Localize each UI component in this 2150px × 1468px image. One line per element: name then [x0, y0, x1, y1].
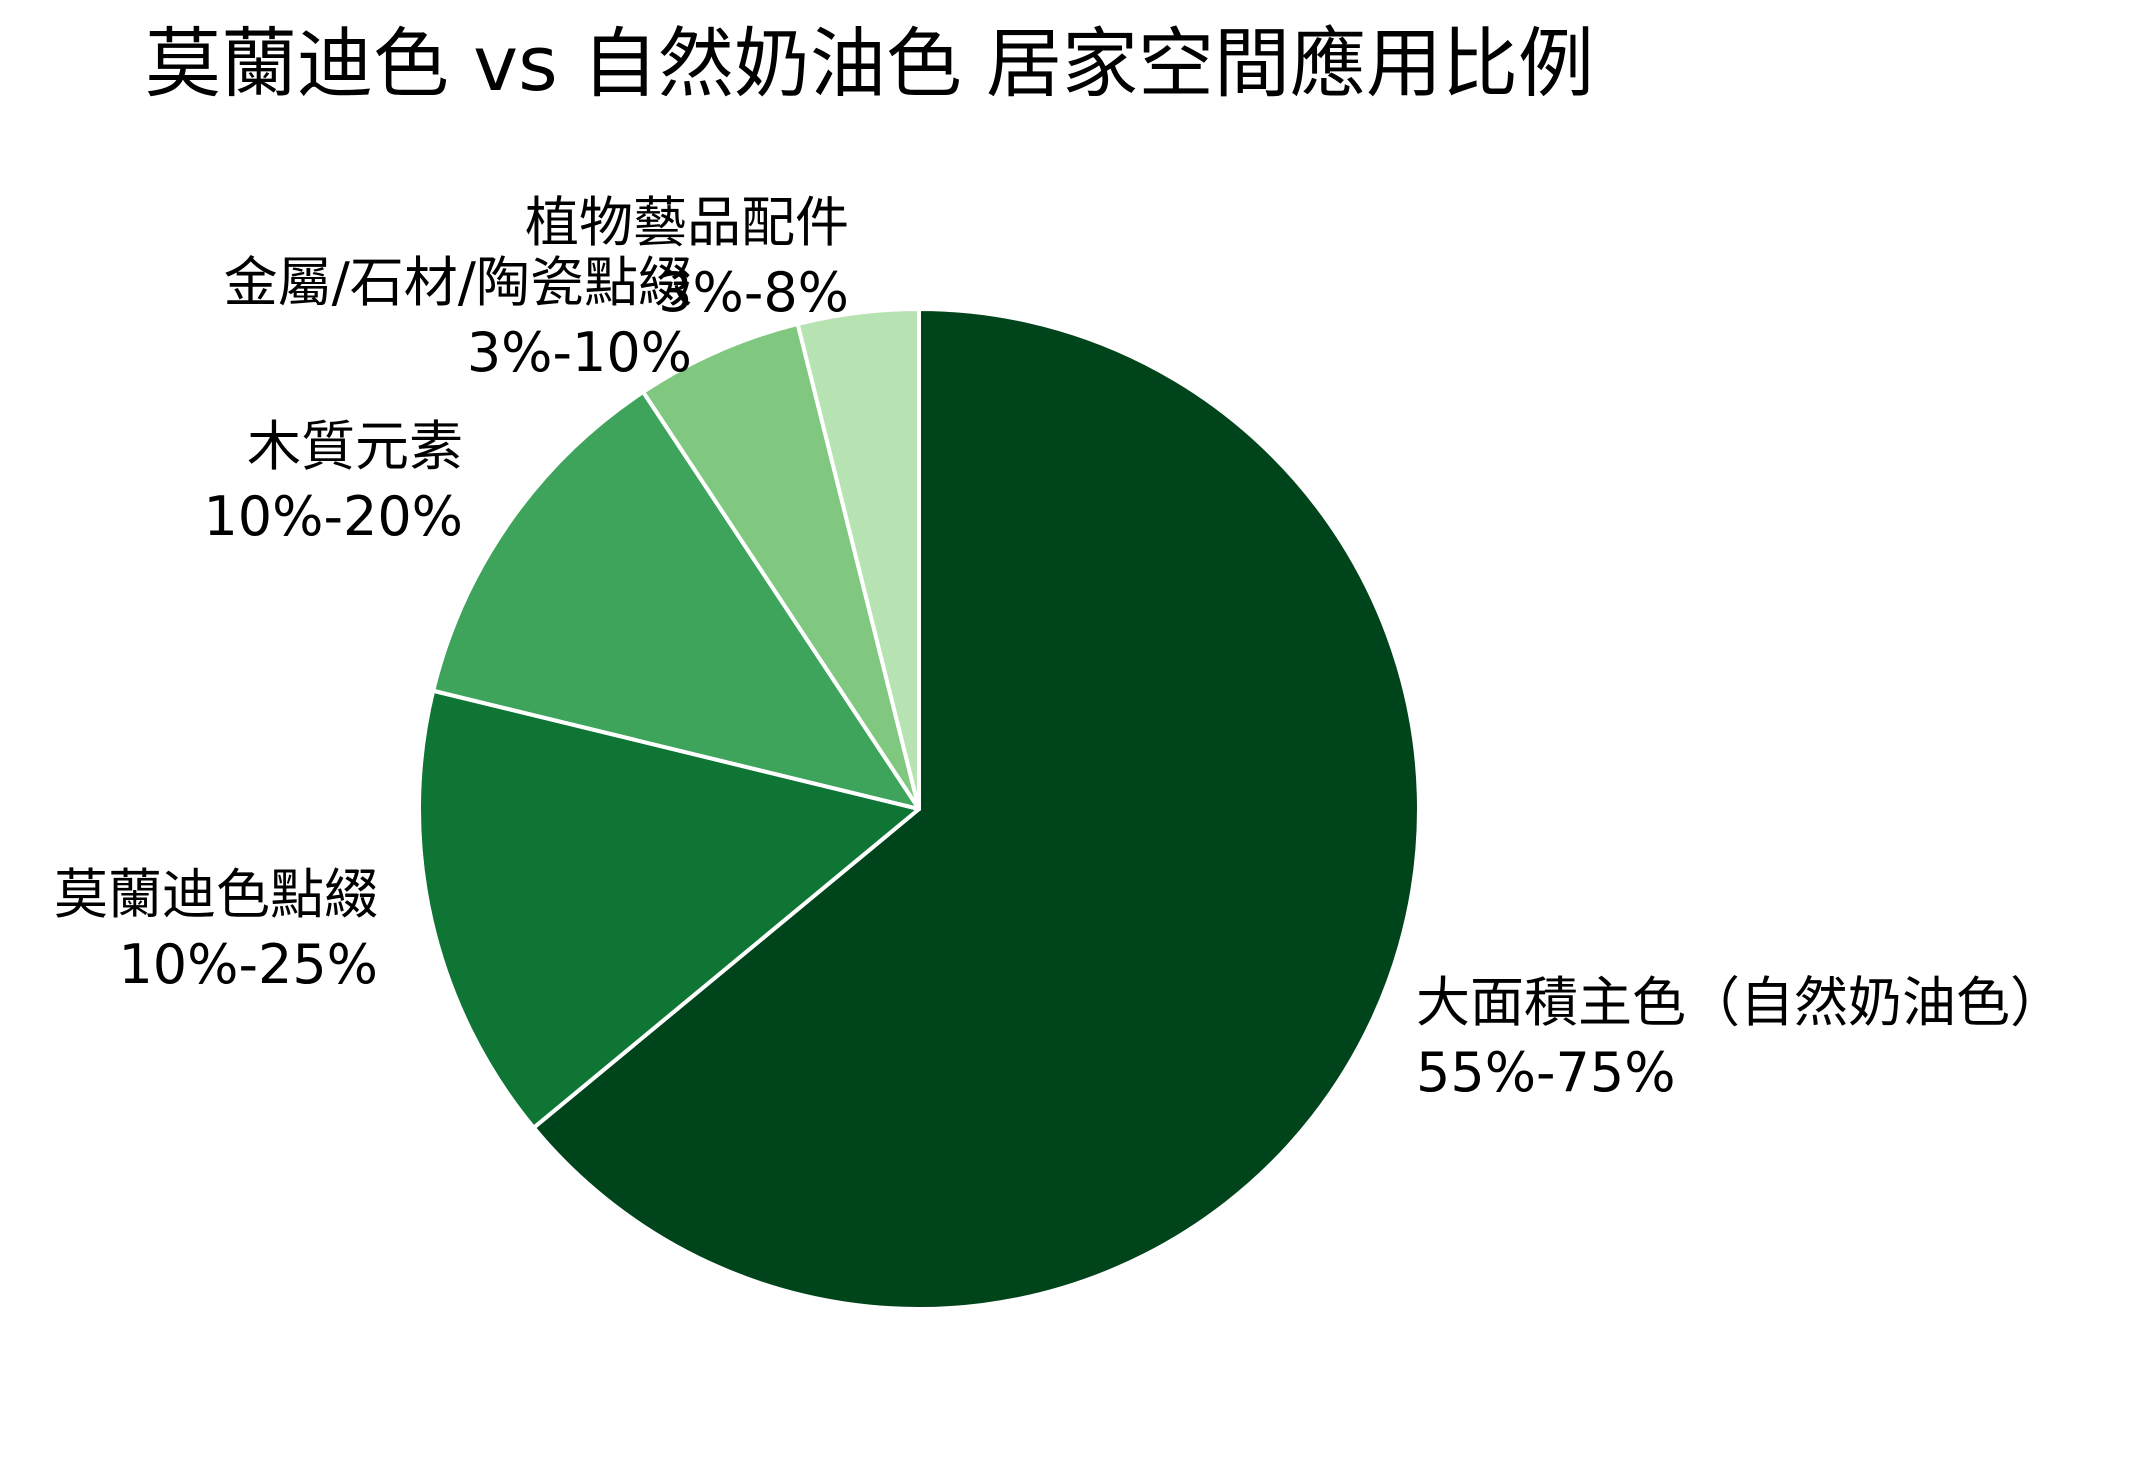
slice-plants: [795, 307, 921, 811]
slice-label-name: 金屬/石材/陶瓷點綴: [223, 251, 692, 314]
slice-label-range: 3%-8%: [658, 261, 849, 324]
slice-label-range: 10%-25%: [118, 933, 378, 996]
chart-title: 莫蘭迪色 vs 自然奶油色 居家空間應用比例: [145, 19, 1595, 108]
slice-label-main-color: 大面積主色（自然奶油色） 55%-75%: [1416, 968, 2064, 1108]
slice-label-name: 大面積主色（自然奶油色）: [1416, 971, 2064, 1034]
slice-label-name: 莫蘭迪色點綴: [54, 863, 378, 926]
slice-label-range: 10%-20%: [203, 485, 463, 548]
slice-wood: [431, 389, 921, 811]
slice-label-metal-stone: 金屬/石材/陶瓷點綴 3%-10%: [224, 248, 692, 388]
slice-label-morandi-accent: 莫蘭迪色點綴 10%-25%: [54, 860, 378, 1000]
slice-label-range: 55%-75%: [1416, 1041, 1676, 1104]
slice-label-plants: 植物藝品配件 3%-8%: [525, 188, 849, 328]
pie-slices: [417, 307, 1421, 1311]
slice-label-range: 3%-10%: [466, 321, 692, 384]
slice-label-name: 木質元素: [247, 415, 463, 478]
slice-label-name: 植物藝品配件: [525, 191, 849, 254]
slice-main-color: [531, 307, 1421, 1311]
slice-morandi-accent: [417, 688, 921, 1130]
slice-metal-stone: [641, 321, 921, 811]
slice-label-wood: 木質元素 10%-20%: [203, 412, 463, 552]
